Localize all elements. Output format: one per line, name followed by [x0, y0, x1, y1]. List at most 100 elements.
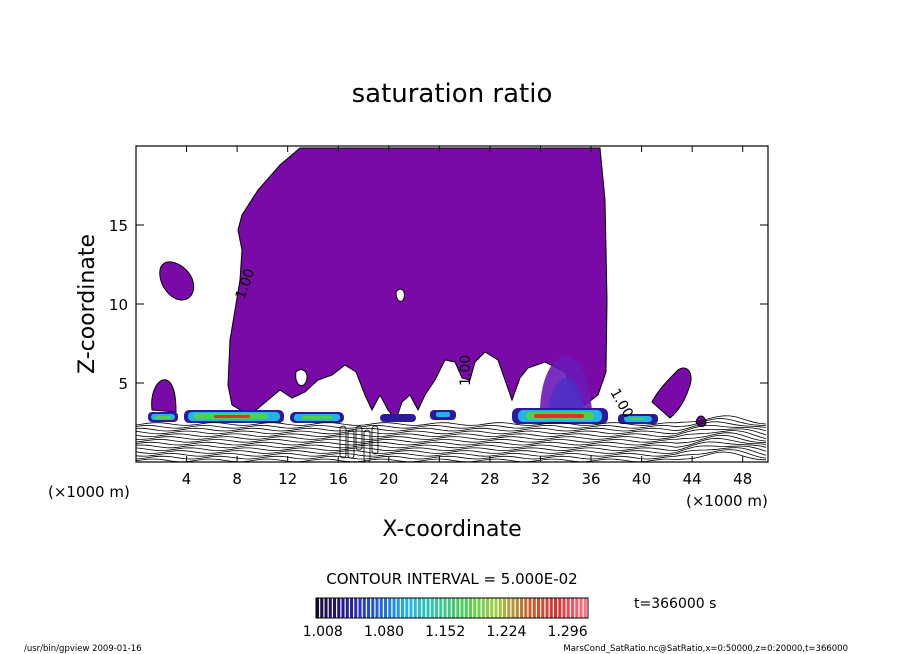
- unsaturated-hole: [395, 288, 405, 302]
- colorbar-segment: [418, 598, 422, 618]
- colorbar-segment: [481, 598, 485, 618]
- surface-contour-loop: [371, 425, 379, 455]
- colorbar-segment: [571, 598, 575, 618]
- surface-contour-loop: [339, 425, 347, 459]
- y-tick-label: 15: [109, 217, 128, 235]
- surface-contour-loop: [363, 429, 371, 462]
- colorbar-segment: [473, 598, 477, 618]
- footer-right: MarsCond_SatRatio.nc@SatRatio,x=0:50000,…: [563, 644, 848, 654]
- colorbar-segment: [435, 598, 439, 618]
- colorbar-segment: [379, 598, 383, 618]
- colorbar-segment: [375, 598, 379, 618]
- saturated-region-right-small: [695, 415, 707, 427]
- surface-contour-line: [136, 425, 767, 435]
- colorbar-segment: [413, 598, 417, 618]
- colorbar-segment: [532, 598, 536, 618]
- x-unit-label-right: (×1000 m): [686, 492, 768, 510]
- colorbar-segment: [486, 598, 490, 618]
- colorbar-segment: [520, 598, 524, 618]
- surface-contour-line: [136, 421, 767, 432]
- colorbar-tick-label: 1.224: [486, 624, 526, 640]
- colorbar-segment: [507, 598, 511, 618]
- y-axis-ticks: 5 10 15: [109, 217, 768, 393]
- colorbar-tick-labels: 1.008 1.080 1.152 1.224 1.296: [303, 624, 588, 640]
- x-unit-label-left: (×1000 m): [48, 483, 130, 501]
- x-tick-label: 40: [632, 470, 651, 488]
- surface-contour-line: [136, 441, 767, 452]
- contour-interval-text: CONTOUR INTERVAL = 5.000E-02: [326, 570, 577, 588]
- x-tick-label: 24: [430, 470, 449, 488]
- colorbar-segment: [409, 598, 413, 618]
- low-level-cloud-bands: [148, 408, 658, 424]
- colorbar-segment: [392, 598, 396, 618]
- colorbar-segment: [554, 598, 558, 618]
- colorbar-segment: [541, 598, 545, 618]
- colorbar-tick-label: 1.152: [425, 624, 465, 640]
- saturated-region-left: [159, 261, 195, 301]
- colorbar-segment: [341, 598, 345, 618]
- colorbar-segment: [328, 598, 332, 618]
- x-axis-label: X-coordinate: [382, 517, 521, 542]
- surface-contour-line: [136, 432, 767, 443]
- surface-contour-lines: [136, 415, 767, 462]
- surface-contour-loop: [347, 429, 355, 459]
- surface-contour-line: [136, 445, 767, 454]
- colorbar-segment: [337, 598, 341, 618]
- colorbar-segment: [316, 598, 320, 618]
- colorbar-segment: [401, 598, 405, 618]
- colorbar-segment: [384, 598, 388, 618]
- x-tick-label: 28: [480, 470, 499, 488]
- contour-label: 1.00: [458, 355, 474, 386]
- colorbar-segment: [358, 598, 362, 618]
- x-axis-ticks: 4 8 12 16 20 24 28 32 36 40 44 48: [182, 146, 752, 488]
- surface-contour-line: [136, 430, 767, 440]
- colorbar-segment: [575, 598, 579, 618]
- colorbar-segment: [388, 598, 392, 618]
- colorbar-segment: [362, 598, 366, 618]
- colorbar-segment: [396, 598, 400, 618]
- colorbar-segment: [545, 598, 549, 618]
- colorbar-segment: [528, 598, 532, 618]
- footer-left: /usr/bin/gpview 2009-01-16: [24, 644, 142, 654]
- colorbar-segment: [350, 598, 354, 618]
- colorbar-segment: [477, 598, 481, 618]
- colorbar-segment: [456, 598, 460, 618]
- colorbar-segment: [464, 598, 468, 618]
- colorbar-segment: [447, 598, 451, 618]
- colorbar-segment: [558, 598, 562, 618]
- surface-contour-line: [136, 415, 767, 426]
- surface-contour-line: [136, 447, 767, 457]
- colorbar-segment: [515, 598, 519, 618]
- y-tick-label: 10: [109, 296, 128, 314]
- surface-contour-line: [136, 437, 767, 449]
- colorbar-segment: [537, 598, 541, 618]
- x-tick-label: 44: [683, 470, 702, 488]
- colorbar-segment: [320, 598, 324, 618]
- colorbar-segment: [430, 598, 434, 618]
- colorbar-segment: [579, 598, 583, 618]
- unsaturated-hole: [295, 369, 308, 387]
- colorbar-segment: [422, 598, 426, 618]
- x-tick-label: 16: [329, 470, 348, 488]
- colorbar: [316, 598, 587, 618]
- surface-contour-line: [136, 449, 767, 460]
- surface-contour-line: [136, 418, 767, 429]
- x-tick-label: 48: [733, 470, 752, 488]
- surface-contour-loop: [355, 425, 363, 451]
- colorbar-segment: [426, 598, 430, 618]
- colorbar-segment: [324, 598, 328, 618]
- x-tick-label: 36: [581, 470, 600, 488]
- colorbar-segment: [354, 598, 358, 618]
- y-axis-label: Z-coordinate: [75, 234, 100, 374]
- x-tick-label: 4: [182, 470, 192, 488]
- y-tick-label: 5: [118, 375, 128, 393]
- saturated-region-left-low: [151, 379, 177, 413]
- surface-contour-line: [136, 428, 767, 438]
- colorbar-segment: [439, 598, 443, 618]
- colorbar-tick-label: 1.296: [548, 624, 588, 640]
- chart-title: saturation ratio: [352, 79, 553, 109]
- colorbar-segment: [566, 598, 570, 618]
- colorbar-segment: [524, 598, 528, 618]
- colorbar-segment: [583, 598, 587, 618]
